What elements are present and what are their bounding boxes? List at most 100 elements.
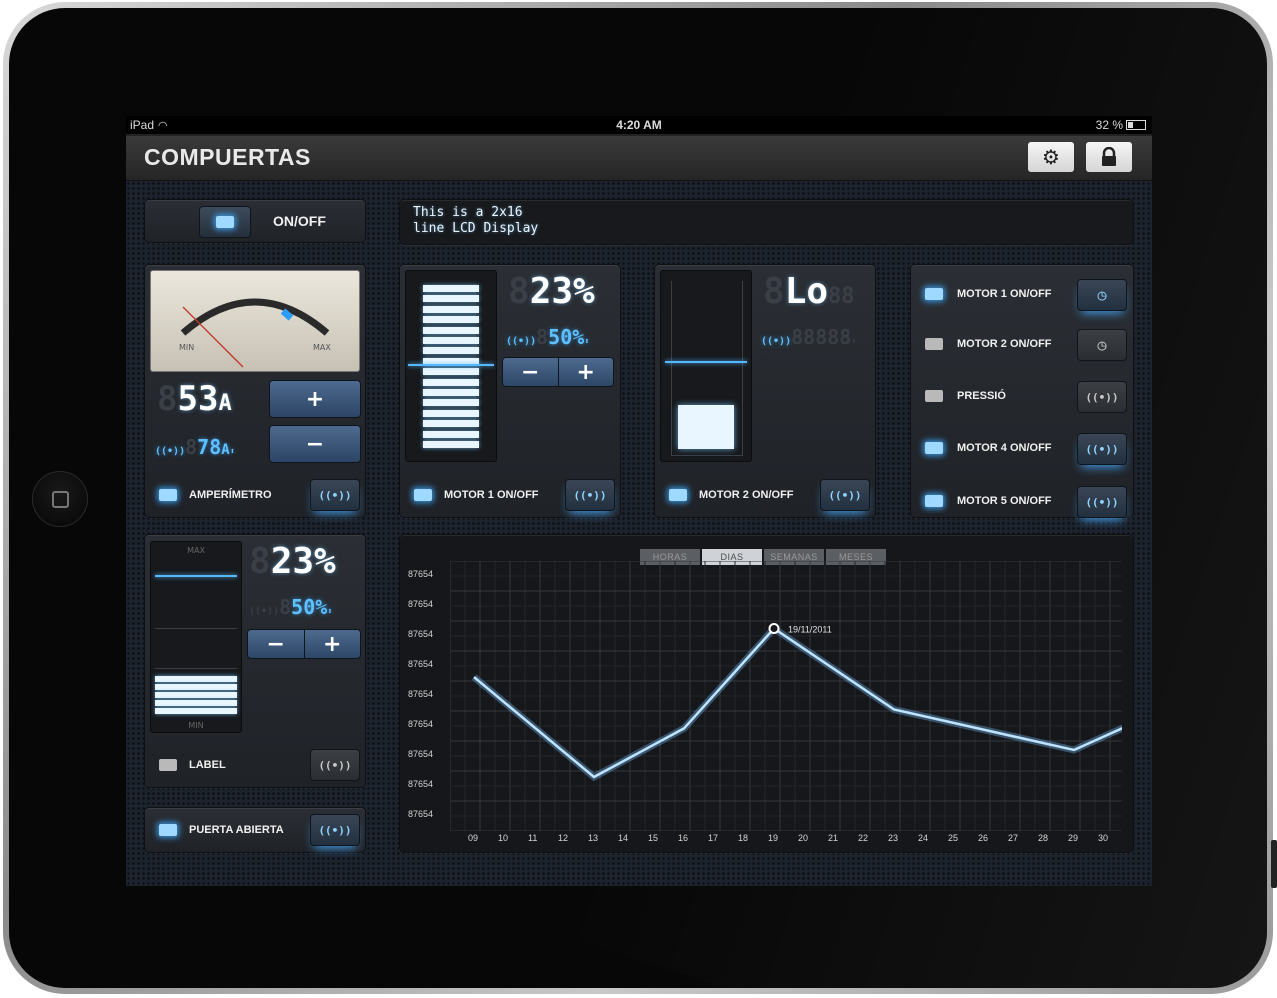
x-tick-label: 22 — [858, 833, 869, 843]
level-segment — [423, 357, 479, 365]
label-plus-button[interactable]: + — [303, 630, 360, 658]
label-text: LABEL — [189, 759, 226, 771]
motor1-minus-button[interactable]: − — [503, 358, 558, 386]
switch-button[interactable]: ((•)) — [1077, 381, 1127, 413]
level-segment — [155, 676, 237, 682]
analog-meter: MIN MAX — [150, 270, 360, 372]
switch-led[interactable] — [925, 442, 943, 454]
door-panel: PUERTA ABIERTA ((•)) — [144, 807, 366, 853]
label-setpoint: ((•))850%⬍ — [249, 595, 333, 619]
ammeter-minus-button[interactable]: − — [269, 425, 361, 463]
clock-icon: ◷ — [1097, 286, 1107, 304]
x-tick-label: 28 — [1038, 833, 1049, 843]
switch-led[interactable] — [925, 495, 943, 507]
switch-button[interactable]: ◷ — [1077, 279, 1127, 311]
label-tank: MAX MIN — [150, 541, 242, 733]
motor1-tank — [405, 270, 497, 462]
lock-button[interactable] — [1086, 142, 1132, 172]
x-tick-label: 21 — [828, 833, 839, 843]
motor1-panel: 823% ((•))850%⬍ − + MOTOR 1 ON/OFF ((•)) — [399, 264, 621, 518]
switch-row: MOTOR 5 ON/OFF ((•)) — [911, 484, 1133, 518]
lock-icon — [1102, 147, 1116, 166]
motor2-tank — [660, 270, 752, 462]
updown-icon: ⬍ — [584, 337, 590, 347]
x-tick-label: 10 — [498, 833, 509, 843]
lcd-line-2: line LCD Display — [413, 221, 539, 236]
highlight-label: 19/11/2011 — [788, 625, 832, 635]
level-segment — [155, 692, 237, 698]
y-tick-label: 87654 — [408, 749, 434, 759]
level-segment — [155, 708, 237, 714]
switch-led[interactable] — [925, 338, 943, 350]
minus-label: − — [270, 426, 360, 462]
label-radio-button[interactable]: ((•)) — [310, 749, 360, 781]
power-led — [216, 216, 234, 228]
motor1-plus-button[interactable]: + — [557, 358, 613, 386]
radio-icon: ((•)) — [318, 758, 352, 772]
motor1-percent: 823% — [508, 271, 595, 312]
label-led — [159, 759, 177, 771]
line-chart: 19/11/2011 — [450, 561, 1122, 831]
x-tick-label: 24 — [918, 833, 929, 843]
ammeter-plus-button[interactable]: + — [269, 380, 361, 418]
level-segment — [423, 368, 479, 376]
tank-divider — [155, 628, 237, 629]
x-tick-label: 27 — [1008, 833, 1019, 843]
door-label: PUERTA ABIERTA — [189, 824, 284, 836]
power-toggle[interactable] — [199, 206, 251, 238]
dashboard: ON/OFF This is a 2x16 line LCD Display M… — [126, 181, 1152, 886]
level-segment — [423, 441, 479, 448]
percent-value: 23% — [529, 271, 595, 312]
switch-button[interactable]: ◷ — [1077, 329, 1127, 361]
switch-led[interactable] — [925, 390, 943, 402]
display-value: Lo — [784, 271, 829, 312]
motor2-setpoint: ((•))88888⬍ — [761, 325, 857, 349]
x-tick-label: 26 — [978, 833, 989, 843]
level-segment — [423, 430, 479, 438]
side-button[interactable] — [1271, 840, 1277, 888]
radio-icon: ((•)) — [1085, 390, 1119, 404]
switch-button[interactable]: ((•)) — [1077, 433, 1127, 465]
motor2-display: 8Lo88 — [763, 271, 855, 312]
motor1-setpoint: ((•))850%⬍ — [506, 325, 590, 349]
switch-label: MOTOR 5 ON/OFF — [957, 495, 1052, 507]
x-tick-label: 09 — [468, 833, 479, 843]
motor1-led — [414, 489, 432, 501]
door-radio-button[interactable]: ((•)) — [310, 814, 360, 846]
switch-row: MOTOR 2 ON/OFF ◷ — [911, 327, 1133, 361]
switches-panel: MOTOR 1 ON/OFF ◷ MOTOR 2 ON/OFF ◷ PRESSIÓ ((•… — [910, 264, 1134, 518]
setpoint-unit: A — [221, 442, 230, 458]
ammeter-ghost-digit: 8 — [157, 379, 178, 419]
level-segment — [423, 420, 479, 428]
label-setpoint-line — [155, 575, 237, 577]
power-panel: ON/OFF — [144, 199, 366, 243]
motor2-radio-button[interactable]: ((•)) — [820, 479, 870, 511]
motor2-tank-outline — [671, 281, 743, 456]
status-battery: 32 % — [1096, 118, 1146, 132]
radio-icon: ((•)) — [318, 488, 352, 502]
x-tick-label: 11 — [528, 833, 538, 843]
motor1-radio-button[interactable]: ((•)) — [565, 479, 615, 511]
switch-button[interactable]: ((•)) — [1077, 486, 1127, 518]
level-segment — [423, 295, 479, 303]
y-tick-label: 87654 — [408, 569, 434, 579]
ghost-digit: 8 — [249, 541, 271, 582]
ammeter-radio-button[interactable]: ((•)) — [310, 479, 360, 511]
home-square-icon — [52, 491, 69, 508]
updown-icon: ⬍ — [327, 607, 333, 617]
label-level-bars — [155, 676, 237, 716]
switch-led[interactable] — [925, 288, 943, 300]
ammeter-panel: MIN MAX 853A ((•))878A⬍ + − AMPERÍMETRO … — [144, 264, 366, 518]
x-tick-label: 20 — [798, 833, 809, 843]
settings-button[interactable]: ⚙ — [1028, 142, 1074, 172]
battery-percent: 32 % — [1095, 118, 1123, 132]
radio-icon: ((•)) — [318, 823, 352, 837]
updown-icon: ⬍ — [229, 447, 236, 457]
switch-row: MOTOR 1 ON/OFF ◷ — [911, 277, 1133, 311]
home-button[interactable] — [32, 471, 88, 527]
setpoint-ghost-digit: 8 — [185, 435, 198, 459]
level-segment — [423, 285, 479, 292]
label-minus-button[interactable]: − — [248, 630, 304, 658]
ghost-digit: 8 — [536, 325, 549, 349]
power-label: ON/OFF — [273, 213, 326, 229]
